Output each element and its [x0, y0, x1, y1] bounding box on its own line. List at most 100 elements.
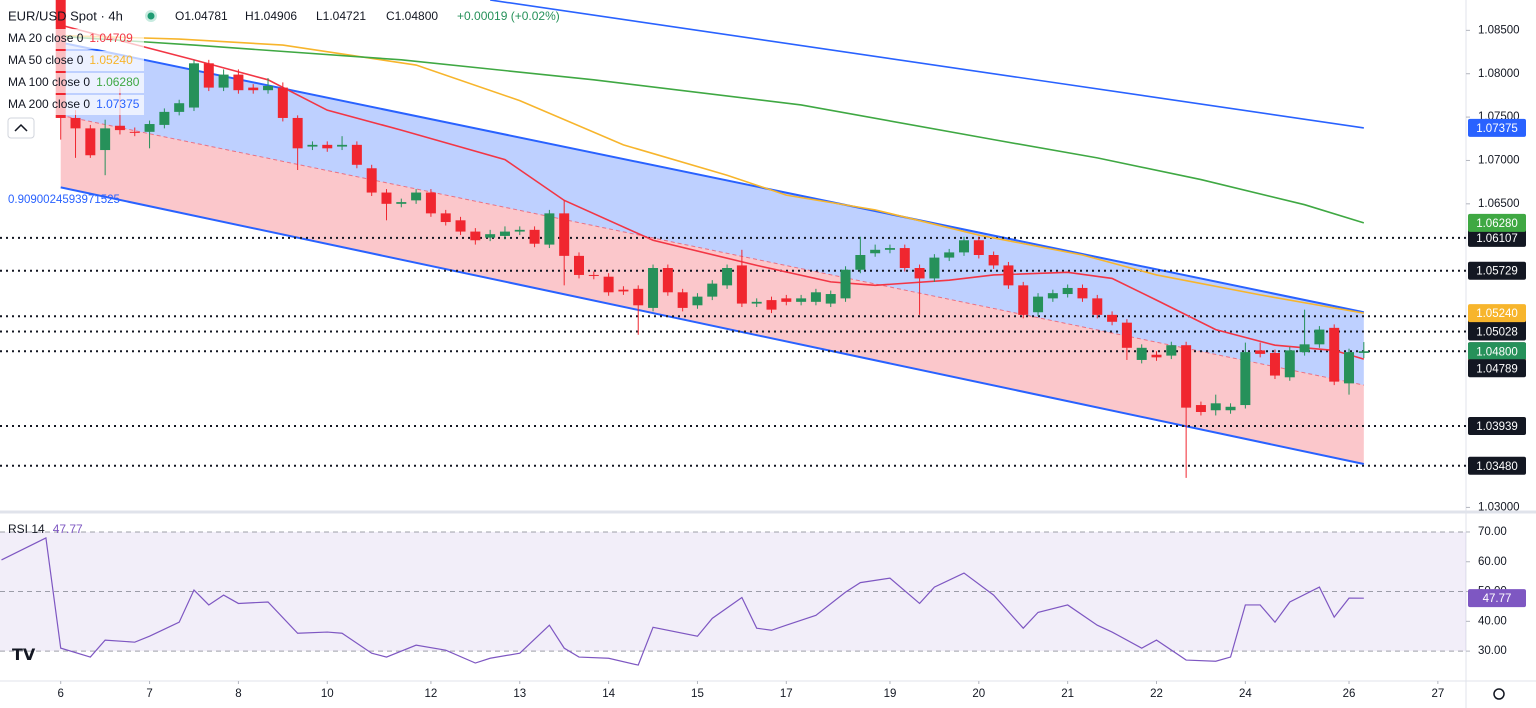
- candle-body: [1136, 347, 1147, 360]
- candle-body: [677, 292, 688, 308]
- candle-body: [751, 301, 762, 304]
- x-tick-label: 8: [235, 688, 241, 700]
- ma-tag-label: 1.07375: [1476, 123, 1518, 135]
- price-tag-label: 1.04789: [1476, 363, 1518, 375]
- x-tick-label: 22: [1150, 688, 1163, 700]
- x-tick-label: 27: [1431, 688, 1444, 700]
- candle-body: [455, 220, 466, 232]
- fib-label: 0.9090024593971525: [8, 194, 120, 206]
- candle-body: [692, 296, 703, 306]
- x-tick-label: 26: [1343, 688, 1356, 700]
- candle-body: [1240, 352, 1251, 406]
- candle-body: [1358, 351, 1369, 353]
- legend-value: 1.05240: [89, 53, 133, 67]
- candle-body: [810, 292, 821, 302]
- collapse-button[interactable]: [7, 117, 35, 139]
- candle-body: [648, 268, 659, 308]
- legend-bg: [4, 95, 144, 115]
- candle-body: [1107, 314, 1118, 322]
- x-tick-label: 13: [513, 688, 526, 700]
- level-tag: [1468, 322, 1526, 341]
- status-dot: [147, 12, 155, 20]
- legend-name: MA 200 close 0: [8, 97, 90, 111]
- candle-body: [514, 229, 525, 232]
- y-tick-label: 1.08000: [1478, 68, 1520, 80]
- price-tag: [1468, 359, 1526, 378]
- candle-body: [1003, 265, 1014, 286]
- candle-body: [70, 117, 81, 129]
- candle-body: [1018, 285, 1029, 315]
- legend-bg: [4, 73, 144, 93]
- candle-body: [1344, 352, 1355, 384]
- candle-body: [322, 144, 333, 149]
- candle-body: [440, 213, 451, 223]
- candle-body: [1062, 287, 1073, 295]
- ohlc-open: O1.04781: [175, 9, 228, 23]
- candle-body: [559, 213, 570, 256]
- moving-average: [60, 35, 1365, 224]
- candle-body: [337, 144, 348, 147]
- ohlc-low: L1.04721: [316, 9, 366, 23]
- ma-tag: [1468, 213, 1526, 232]
- candle-body: [351, 144, 362, 165]
- candle-body: [277, 87, 288, 118]
- channel-upper: [60, 41, 1365, 314]
- legend-bg: [4, 29, 144, 49]
- channel-lower: [60, 186, 1365, 466]
- candle-body: [248, 87, 259, 91]
- ohlc-close: C1.04800: [386, 9, 438, 23]
- candle-body: [203, 63, 214, 88]
- candle-body: [707, 283, 718, 297]
- candle-body: [588, 274, 599, 276]
- candle-body: [766, 300, 777, 310]
- candle-body: [573, 255, 584, 275]
- logo: 𝗧𝗩: [12, 647, 36, 664]
- candle-body: [366, 168, 377, 193]
- candle-body: [85, 128, 96, 156]
- candle-body: [973, 240, 984, 255]
- y-tick-label: 1.06500: [1478, 198, 1520, 210]
- candle-body: [1255, 350, 1266, 354]
- candle-body: [544, 213, 555, 245]
- ma-tag: [1468, 304, 1526, 323]
- candle-body: [1033, 296, 1044, 313]
- price-tag: [1468, 342, 1526, 361]
- settings-icon[interactable]: [1493, 688, 1505, 700]
- price-tag-label: 1.04800: [1476, 346, 1518, 358]
- candle-body: [188, 63, 199, 108]
- candle-body: [736, 265, 747, 304]
- candle-body: [914, 268, 925, 279]
- x-tick-label: 12: [425, 688, 438, 700]
- candle-body: [944, 252, 955, 258]
- level-tag-label: 1.05729: [1476, 266, 1518, 278]
- ohlc-change: +0.00019 (+0.02%): [457, 9, 560, 23]
- y-tick-label: 40.00: [1478, 615, 1507, 627]
- x-tick-label: 21: [1061, 688, 1074, 700]
- candle-body: [722, 268, 733, 286]
- y-tick-label: 30.00: [1478, 645, 1507, 657]
- x-tick-label: 14: [602, 688, 615, 700]
- x-tick-label: 24: [1239, 688, 1252, 700]
- x-tick-label: 7: [146, 688, 152, 700]
- candle-body: [1151, 354, 1162, 358]
- y-tick-label: 1.03000: [1478, 501, 1520, 513]
- level-tag: [1468, 456, 1526, 475]
- candle-body: [796, 298, 807, 302]
- candle-body: [1299, 344, 1310, 353]
- candle-body: [929, 257, 940, 279]
- candle-body: [1225, 406, 1236, 411]
- candle-body: [411, 192, 422, 201]
- y-tick-label: 70.00: [1478, 526, 1507, 538]
- candle-body: [1121, 322, 1132, 348]
- rsi-pane: [0, 531, 1466, 666]
- ma-tag-label: 1.05240: [1476, 308, 1518, 320]
- ma-tag-label: 1.06280: [1476, 218, 1518, 230]
- candle-body: [781, 298, 792, 302]
- ma-tag: [1468, 118, 1526, 137]
- axes: 6 7 8 10 12 13 14 15 17 19 20 21 22 24 26 27 1.08500 1.08…: [58, 24, 1526, 700]
- candle-body: [485, 234, 496, 238]
- candle-body: [855, 255, 866, 270]
- candle-body: [1195, 405, 1206, 412]
- candle-body: [114, 125, 125, 131]
